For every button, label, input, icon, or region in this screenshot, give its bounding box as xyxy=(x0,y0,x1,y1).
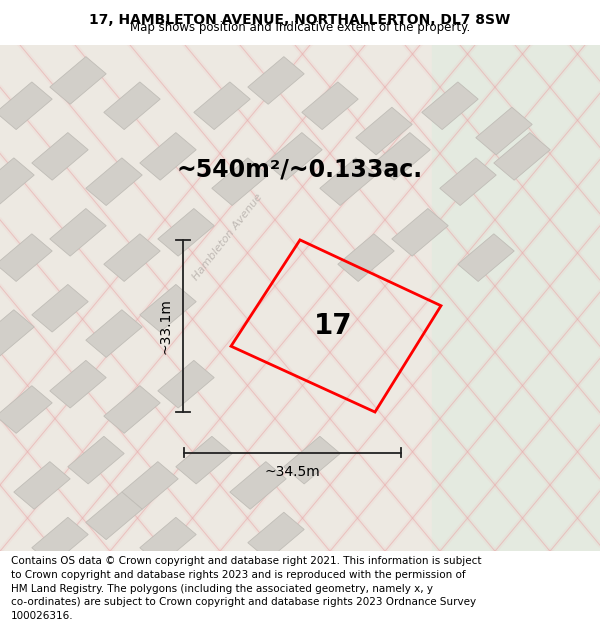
Polygon shape xyxy=(32,518,88,565)
Polygon shape xyxy=(212,158,268,206)
Polygon shape xyxy=(0,82,52,129)
Polygon shape xyxy=(422,82,478,129)
Text: ~33.1m: ~33.1m xyxy=(158,298,172,354)
Polygon shape xyxy=(140,132,196,180)
Polygon shape xyxy=(32,284,88,332)
Polygon shape xyxy=(266,132,322,180)
Polygon shape xyxy=(86,492,142,539)
Polygon shape xyxy=(338,234,394,281)
Polygon shape xyxy=(302,82,358,129)
Polygon shape xyxy=(86,310,142,358)
Polygon shape xyxy=(194,82,250,129)
Text: Map shows position and indicative extent of the property.: Map shows position and indicative extent… xyxy=(130,21,470,34)
Text: ~34.5m: ~34.5m xyxy=(265,465,320,479)
Text: 17: 17 xyxy=(314,312,352,340)
Polygon shape xyxy=(230,462,286,509)
Polygon shape xyxy=(140,518,196,565)
Polygon shape xyxy=(494,132,550,180)
Polygon shape xyxy=(50,57,106,104)
Polygon shape xyxy=(158,361,214,408)
Text: 100026316.: 100026316. xyxy=(11,611,73,621)
Polygon shape xyxy=(458,234,514,281)
Polygon shape xyxy=(0,158,34,206)
Polygon shape xyxy=(86,158,142,206)
Polygon shape xyxy=(104,386,160,433)
Text: ~540m²/~0.133ac.: ~540m²/~0.133ac. xyxy=(177,157,423,181)
Polygon shape xyxy=(140,284,196,332)
Polygon shape xyxy=(248,57,304,104)
Polygon shape xyxy=(104,234,160,281)
Bar xyxy=(432,45,600,551)
Bar xyxy=(0,45,432,551)
Polygon shape xyxy=(248,512,304,560)
Polygon shape xyxy=(440,158,496,206)
Text: Hambleton Avenue: Hambleton Avenue xyxy=(191,192,265,282)
Polygon shape xyxy=(0,310,34,358)
Polygon shape xyxy=(50,361,106,408)
Polygon shape xyxy=(0,234,52,281)
Polygon shape xyxy=(356,107,412,155)
Text: 17, HAMBLETON AVENUE, NORTHALLERTON, DL7 8SW: 17, HAMBLETON AVENUE, NORTHALLERTON, DL7… xyxy=(89,14,511,28)
Text: to Crown copyright and database rights 2023 and is reproduced with the permissio: to Crown copyright and database rights 2… xyxy=(11,570,466,580)
Polygon shape xyxy=(50,209,106,256)
Polygon shape xyxy=(284,436,340,484)
Polygon shape xyxy=(104,82,160,129)
Polygon shape xyxy=(68,436,124,484)
Polygon shape xyxy=(320,158,376,206)
Polygon shape xyxy=(176,436,232,484)
Text: HM Land Registry. The polygons (including the associated geometry, namely x, y: HM Land Registry. The polygons (includin… xyxy=(11,584,433,594)
Polygon shape xyxy=(392,209,448,256)
Text: co-ordinates) are subject to Crown copyright and database rights 2023 Ordnance S: co-ordinates) are subject to Crown copyr… xyxy=(11,598,476,608)
Polygon shape xyxy=(374,132,430,180)
Polygon shape xyxy=(32,132,88,180)
Polygon shape xyxy=(476,107,532,155)
Polygon shape xyxy=(0,386,52,433)
Polygon shape xyxy=(122,462,178,509)
Polygon shape xyxy=(158,209,214,256)
Polygon shape xyxy=(14,462,70,509)
Text: Contains OS data © Crown copyright and database right 2021. This information is : Contains OS data © Crown copyright and d… xyxy=(11,556,481,566)
